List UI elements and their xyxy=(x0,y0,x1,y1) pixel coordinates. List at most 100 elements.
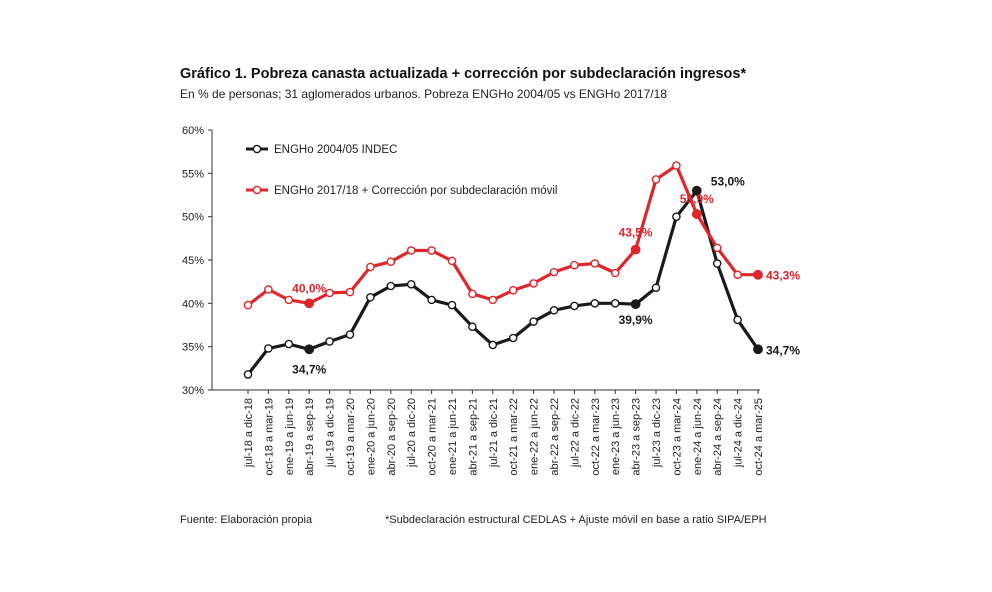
point-engho-2004 xyxy=(508,333,518,343)
point-engho-2004 xyxy=(712,259,722,268)
point-engho-2017 xyxy=(570,260,579,270)
point-engho-2004 xyxy=(549,305,559,315)
point-engho-2004 xyxy=(610,299,620,308)
point-engho-2004 xyxy=(630,299,641,310)
x-tick-label: oct-21 a mar-22 xyxy=(508,398,520,476)
data-labels: 34,7% 39,9% 53,0% 34,7% 40,0% 43,5% 55,9% 43,3% xyxy=(292,175,800,377)
x-tick-label: ene-22 a jun-22 xyxy=(529,398,541,475)
legend: ENGHo 2004/05 INDEC ENGHo 2017/18 + Corre… xyxy=(246,144,558,197)
point-engho-2004 xyxy=(304,344,315,355)
x-tick-label: abr-20 a sep-20 xyxy=(386,398,398,476)
point-engho-2004 xyxy=(529,317,538,326)
data-label-engho-2004: 53,0% xyxy=(711,175,745,189)
point-engho-2017 xyxy=(468,289,477,299)
point-engho-2017 xyxy=(264,285,273,294)
data-label-engho-2017: 43,3% xyxy=(766,269,800,283)
series-points xyxy=(243,161,763,379)
y-tick-label: 40% xyxy=(182,298,204,310)
x-tick-label: ene-21 a jun-21 xyxy=(447,398,459,475)
point-engho-2004 xyxy=(488,340,498,350)
x-tick-label: jul-23 a dic-23 xyxy=(651,398,663,468)
x-tick-label: abr-21 a sep-21 xyxy=(467,398,479,476)
point-engho-2017 xyxy=(733,270,742,280)
y-tick-label: 35% xyxy=(182,342,204,354)
point-engho-2017 xyxy=(529,279,538,288)
point-engho-2004 xyxy=(264,344,273,353)
point-engho-2004 xyxy=(468,322,477,332)
point-engho-2017 xyxy=(630,244,641,255)
point-engho-2017 xyxy=(345,287,355,297)
point-engho-2017 xyxy=(386,257,396,267)
chart-title: Gráfico 1. Pobreza canasta actualizada +… xyxy=(180,66,747,82)
x-tick-label: abr-24 a sep-24 xyxy=(712,398,724,476)
point-engho-2004 xyxy=(325,337,334,346)
point-engho-2004 xyxy=(691,185,702,196)
point-engho-2017 xyxy=(712,243,722,253)
point-engho-2017 xyxy=(610,268,620,278)
point-engho-2004 xyxy=(427,295,436,305)
point-engho-2004 xyxy=(590,299,600,308)
point-engho-2017 xyxy=(243,300,253,310)
point-engho-2017 xyxy=(651,175,661,184)
data-label-engho-2017: 55,9% xyxy=(680,192,714,206)
x-tick-label: ene-24 a jun-24 xyxy=(692,398,704,475)
point-engho-2004 xyxy=(570,301,579,311)
y-tick-label: 55% xyxy=(182,168,204,180)
data-label-engho-2004: 39,9% xyxy=(619,313,653,327)
x-tick-label: oct-19 a mar-20 xyxy=(345,398,357,476)
point-engho-2017 xyxy=(284,295,294,305)
point-engho-2004 xyxy=(672,212,681,221)
point-engho-2017 xyxy=(488,295,498,305)
point-engho-2017 xyxy=(427,246,436,255)
point-engho-2004 xyxy=(406,279,416,289)
x-tick-label: jul-19 a dic-19 xyxy=(325,398,337,468)
point-engho-2017 xyxy=(366,262,375,272)
point-engho-2017 xyxy=(508,286,518,295)
y-tick-label: 30% xyxy=(182,385,204,397)
data-label-engho-2017: 40,0% xyxy=(292,281,326,295)
x-tick-label: abr-22 a sep-22 xyxy=(549,398,561,476)
x-tick-label: jul-21 a dic-21 xyxy=(488,398,500,468)
x-tick-label: ene-23 a jun-23 xyxy=(610,398,622,475)
point-engho-2017 xyxy=(672,161,681,170)
data-label-engho-2004: 34,7% xyxy=(766,343,800,357)
x-tick-label: jul-18 a dic-18 xyxy=(243,398,255,468)
point-engho-2004 xyxy=(447,300,457,310)
data-label-engho-2004: 34,7% xyxy=(292,362,326,376)
point-engho-2017 xyxy=(691,209,702,219)
x-tick-label: ene-20 a jun-20 xyxy=(365,398,377,475)
x-tick-label: oct-22 a mar-23 xyxy=(590,398,602,476)
point-engho-2004 xyxy=(733,315,742,325)
y-tick-label: 50% xyxy=(182,212,204,224)
point-engho-2017 xyxy=(753,269,763,280)
x-tick-label: jul-24 a dic-24 xyxy=(733,398,745,468)
point-engho-2004 xyxy=(753,344,763,355)
legend-marker xyxy=(252,185,262,195)
point-engho-2017 xyxy=(304,298,315,309)
legend-label: ENGHo 2017/18 + Corrección por subdeclar… xyxy=(274,185,558,197)
x-tick-label: oct-20 a mar-21 xyxy=(427,398,439,476)
legend-marker xyxy=(252,144,262,154)
point-engho-2017 xyxy=(590,259,600,268)
point-engho-2004 xyxy=(386,281,396,291)
footnote: *Subdeclaración estructural CEDLAS + Aju… xyxy=(385,514,767,526)
source-note: Fuente: Elaboración propia xyxy=(180,514,313,526)
x-tick-label: jul-22 a dic-22 xyxy=(569,398,581,468)
y-tick-label: 45% xyxy=(182,255,204,267)
point-engho-2004 xyxy=(284,339,294,349)
y-tick-label: 60% xyxy=(182,125,204,137)
x-tick-label: oct-23 a mar-24 xyxy=(671,398,683,476)
point-engho-2004 xyxy=(366,292,375,302)
axes: 30% 35% 40% 45% 50% 55% 60% jul-18 a dic-18 oct-… xyxy=(182,125,765,476)
x-tick-label: abr-23 a sep-23 xyxy=(631,398,643,476)
x-tick-label: abr-19 a sep-19 xyxy=(304,398,316,476)
point-engho-2017 xyxy=(447,256,457,266)
legend-label: ENGHo 2004/05 INDEC xyxy=(274,144,397,156)
chart-subtitle: En % de personas; 31 aglomerados urbanos… xyxy=(180,87,667,101)
point-engho-2017 xyxy=(549,267,559,277)
x-tick-label: ene-19 a jun-19 xyxy=(284,398,296,475)
data-label-engho-2017: 43,5% xyxy=(619,226,653,240)
point-engho-2004 xyxy=(345,330,355,339)
point-engho-2004 xyxy=(243,370,253,379)
